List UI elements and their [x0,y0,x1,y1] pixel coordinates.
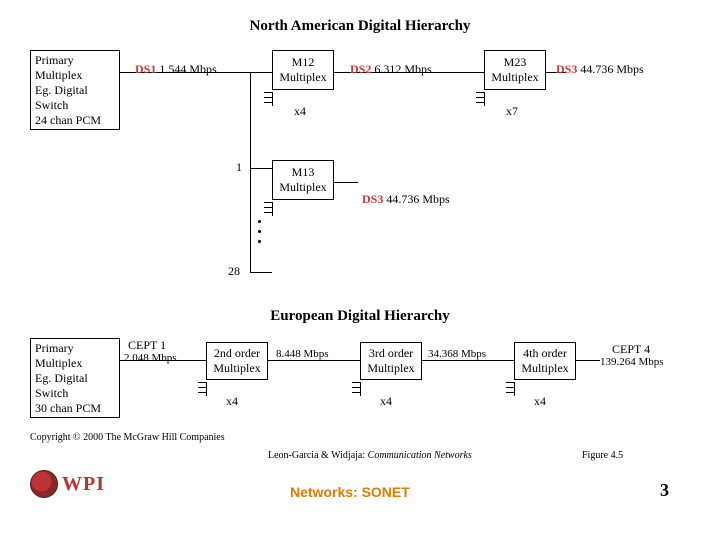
tick [264,202,272,203]
page-number: 3 [660,480,669,501]
tick [476,97,484,98]
m12-box: M12 Multiplex [272,50,334,90]
tick [272,202,273,216]
ds3-label: DS3 44.736 Mbps [556,62,644,77]
o3-rate: 34.368 Mbps [428,348,486,360]
o4-box: 4th order Multiplex [514,342,576,380]
m12-x: x4 [294,104,306,119]
eu-primary-box: Primary Multiplex Eg. Digital Switch 30 … [30,338,120,418]
tick [264,97,272,98]
tick [198,392,206,393]
o2-box: 2nd order Multiplex [206,342,268,380]
tick [264,212,272,213]
ds3b-label: DS3 44.736 Mbps [362,192,450,207]
m23-x: x7 [506,104,518,119]
tick [476,92,484,93]
title-euro: European Digital Hierarchy [0,308,720,325]
28-label: 28 [228,264,240,279]
line [268,360,360,361]
dot [258,230,261,233]
tick [506,382,514,383]
line [576,360,600,361]
dot [258,240,261,243]
tick [352,392,360,393]
o2-x: x4 [226,394,238,409]
copyright: Copyright © 2000 The McGraw Hill Compani… [30,432,225,443]
tick [264,102,272,103]
dot [258,220,261,223]
tick [264,92,272,93]
networks-sonet: Networks: SONET [290,484,410,500]
ds2-label: DS2 6.312 Mbps [350,62,432,77]
tick [360,382,361,396]
title-north: North American Digital Hierarchy [0,18,720,35]
tick [264,207,272,208]
tick [352,387,360,388]
tick [476,102,484,103]
cept1-label: CEPT 1 [128,338,166,353]
seal-icon [30,470,58,498]
tick [484,92,485,106]
tick [514,382,515,396]
tick [352,382,360,383]
attribution: Leon-Garcia & Widjaja: Communication Net… [268,450,472,461]
m13-box: M13 Multiplex [272,160,334,200]
tick [198,382,206,383]
tick [506,387,514,388]
figure-ref: Figure 4.5 [582,450,623,461]
tick [198,387,206,388]
line [422,360,514,361]
cept1-rate: 2.048 Mbps [124,352,177,364]
line [250,168,272,169]
na-primary-box: Primary Multiplex Eg. Digital Switch 24 … [30,50,120,130]
wpi-text: WPI [62,473,105,496]
ds1-label: DS1 1.544 Mbps [135,62,217,77]
line [334,182,358,183]
tick [206,382,207,396]
tick [506,392,514,393]
line [250,72,251,272]
one-label: 1 [236,160,242,175]
tick [272,92,273,106]
cept4-label: CEPT 4 [612,342,650,357]
cept4-rate: 139.264 Mbps [600,356,664,368]
o2-rate: 8.448 Mbps [276,348,329,360]
wpi-logo: WPI [30,470,105,498]
o4-x: x4 [534,394,546,409]
line [250,272,272,273]
m23-box: M23 Multiplex [484,50,546,90]
o3-x: x4 [380,394,392,409]
o3-box: 3rd order Multiplex [360,342,422,380]
